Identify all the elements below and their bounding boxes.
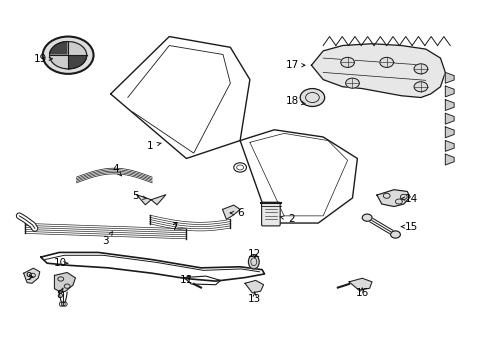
- Circle shape: [380, 57, 393, 67]
- Polygon shape: [445, 140, 454, 151]
- Circle shape: [43, 37, 94, 74]
- Polygon shape: [445, 127, 454, 138]
- Text: 16: 16: [356, 288, 369, 298]
- Ellipse shape: [248, 255, 259, 269]
- Polygon shape: [68, 41, 87, 55]
- Polygon shape: [68, 55, 87, 69]
- Polygon shape: [445, 113, 454, 124]
- Text: 17: 17: [286, 60, 299, 70]
- Polygon shape: [445, 154, 454, 165]
- Circle shape: [391, 231, 400, 238]
- Polygon shape: [312, 44, 445, 98]
- Text: 19: 19: [34, 54, 48, 64]
- Text: 11: 11: [180, 275, 193, 285]
- Text: 12: 12: [248, 248, 261, 258]
- Circle shape: [362, 214, 372, 221]
- Polygon shape: [151, 195, 166, 205]
- Circle shape: [414, 82, 428, 92]
- FancyBboxPatch shape: [262, 202, 280, 226]
- Text: 18: 18: [286, 96, 299, 106]
- Circle shape: [49, 41, 87, 69]
- Polygon shape: [24, 268, 40, 283]
- Text: 13: 13: [248, 294, 261, 304]
- Polygon shape: [445, 72, 454, 83]
- Text: 6: 6: [237, 208, 244, 218]
- Text: 10: 10: [54, 258, 67, 268]
- Text: 2: 2: [288, 215, 294, 224]
- Circle shape: [300, 89, 325, 107]
- Text: 8: 8: [56, 291, 63, 301]
- Text: 5: 5: [132, 191, 138, 201]
- Text: 7: 7: [171, 222, 177, 232]
- Text: 4: 4: [112, 164, 119, 174]
- Text: 15: 15: [405, 222, 418, 231]
- Text: 14: 14: [405, 194, 418, 204]
- Polygon shape: [377, 190, 410, 207]
- Circle shape: [414, 64, 428, 74]
- Polygon shape: [445, 86, 454, 97]
- Polygon shape: [49, 55, 68, 69]
- Polygon shape: [49, 41, 68, 55]
- Text: 3: 3: [102, 236, 109, 246]
- Polygon shape: [245, 280, 264, 293]
- Circle shape: [341, 57, 354, 67]
- Text: 1: 1: [147, 141, 153, 151]
- Polygon shape: [445, 100, 454, 111]
- Polygon shape: [54, 273, 75, 292]
- Polygon shape: [222, 205, 240, 220]
- Polygon shape: [349, 278, 372, 290]
- Text: 9: 9: [25, 272, 32, 282]
- Circle shape: [345, 78, 359, 88]
- Polygon shape: [137, 195, 151, 205]
